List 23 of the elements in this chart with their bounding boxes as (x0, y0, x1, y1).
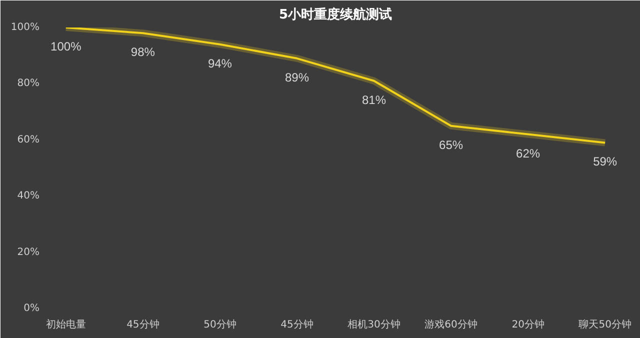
x-tick-label: 相机30分钟 (348, 318, 400, 330)
y-tick-label: 20% (17, 246, 40, 258)
text: 65% (439, 138, 464, 152)
x-tick-label: 45分钟 (126, 318, 160, 330)
y-tick-label: 80% (17, 78, 40, 90)
text: 59% (593, 154, 618, 169)
x-tick-label: 聊天50分钟 (578, 318, 632, 330)
text: 94% (208, 56, 232, 70)
text: 89% (284, 70, 310, 84)
x-tick-label: 初始电量 (46, 318, 86, 330)
y-tick-label: 40% (17, 190, 40, 202)
chart-title: 5小时重度续航测试 (278, 6, 392, 22)
y-tick-label: 100% (10, 22, 40, 33)
x-tick-label: 20分钟 (512, 318, 544, 330)
x-tick-label: 50分钟 (204, 318, 236, 330)
y-tick-label: 60% (17, 134, 40, 146)
x-tick-label: 45分钟 (280, 318, 314, 330)
y-tick-label: 0% (24, 303, 40, 314)
text: 98% (130, 45, 155, 60)
x-tick-label: 游戏60分钟 (424, 318, 478, 330)
text: 100% (50, 40, 82, 54)
text: 81% (362, 92, 386, 107)
text: 62% (516, 146, 540, 160)
